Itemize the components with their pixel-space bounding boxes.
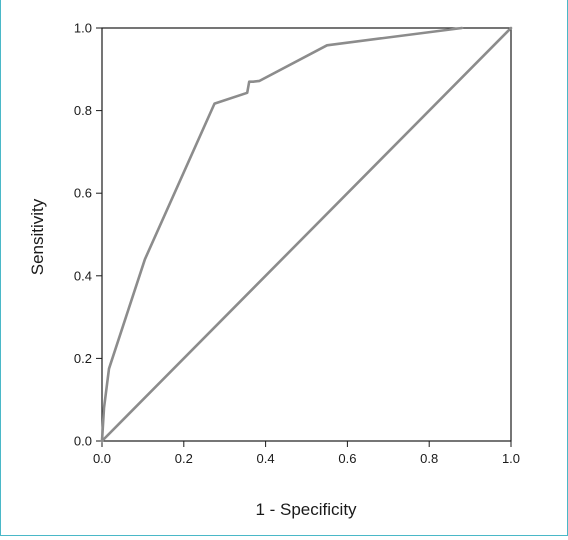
y-tick-label: 0.2 (74, 351, 92, 366)
y-axis-title: Sensitivity (28, 198, 47, 275)
y-tick-label: 0.4 (74, 268, 92, 283)
plot-area (101, 27, 512, 442)
x-tick-label: 0.0 (93, 451, 111, 466)
y-tick-label: 0.6 (74, 186, 92, 201)
y-tick-label: 0.0 (74, 434, 92, 449)
reference-diagonal-line (100, 26, 513, 443)
series-layer (100, 26, 513, 443)
x-axis: 0.0 0.2 0.4 0.6 0.8 1.0 (93, 441, 520, 466)
x-tick-label: 1.0 (502, 451, 520, 466)
x-tick-label: 0.8 (420, 451, 438, 466)
x-tick-label: 0.2 (175, 451, 193, 466)
y-axis: 0.0 0.2 0.4 0.6 0.8 1.0 (74, 21, 102, 449)
y-tick-label: 1.0 (74, 21, 92, 36)
plot-border (101, 27, 512, 442)
x-tick-label: 0.4 (257, 451, 275, 466)
x-tick-label: 0.6 (338, 451, 356, 466)
x-axis-title: 1 - Specificity (255, 500, 357, 519)
roc-curve-line (100, 26, 464, 443)
y-tick-label: 0.8 (74, 103, 92, 118)
